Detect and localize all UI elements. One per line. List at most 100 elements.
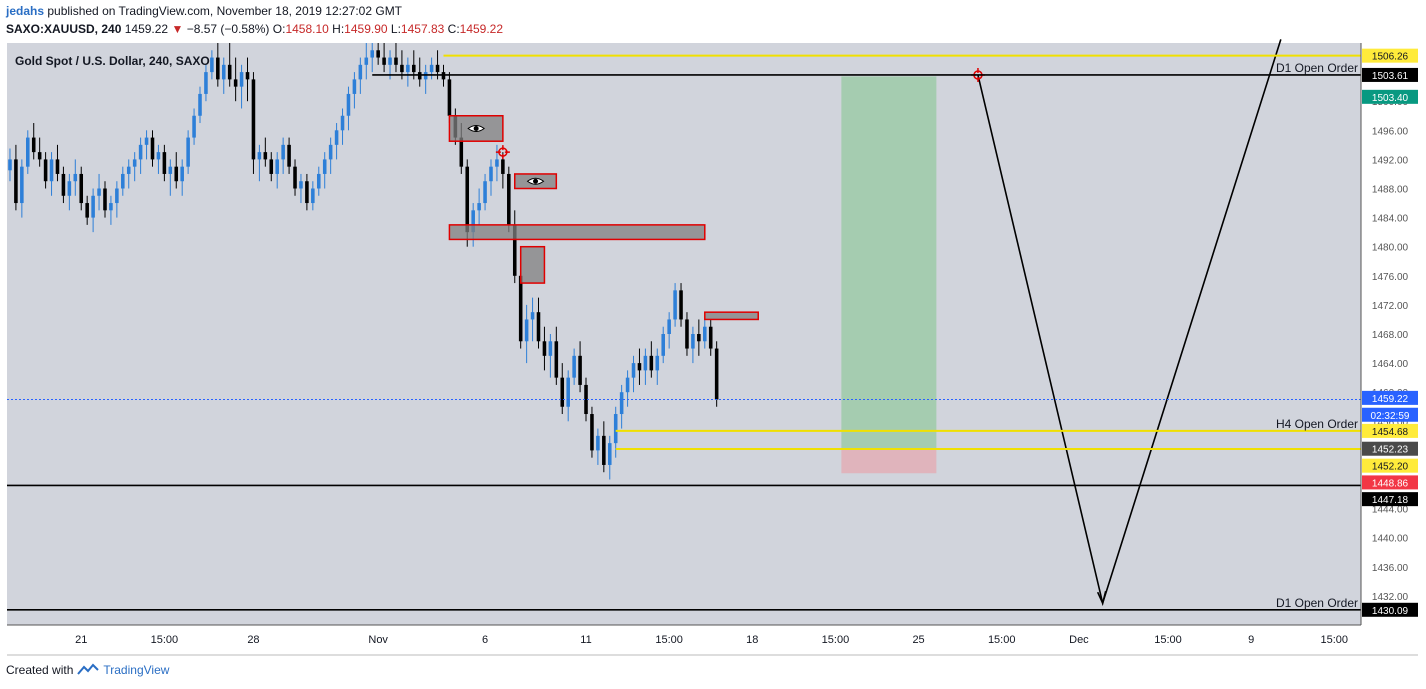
candle-body [305,181,309,204]
plot-area[interactable] [7,43,1361,625]
candle-body [263,152,268,160]
candle-body [649,355,654,371]
candle-body [714,348,719,400]
x-tick-label: 15:00 [151,634,179,646]
eye-icon [467,124,485,132]
candle-body [542,341,547,356]
candle-body [655,355,660,371]
candle-body [382,57,386,65]
candle-body [703,326,707,342]
candle-body [370,50,375,58]
candle-body [20,166,24,204]
low-value: 1457.83 [400,22,445,36]
y-tick-label: 1492.00 [1372,155,1409,166]
candle-body [85,203,89,218]
price-tag [1362,458,1418,473]
price-tag-label: 1452.20 [1372,462,1409,473]
x-tick-label: 15:00 [988,634,1016,646]
candle-body [55,159,60,174]
candle-body [572,355,576,378]
candle-body [311,188,315,204]
price-tag-label: 1503.61 [1372,71,1409,82]
x-tick-label: Nov [368,634,388,646]
candle-body [121,173,125,189]
candle-body [162,152,167,174]
x-tick-label: 15:00 [1154,634,1182,646]
time-axis-ticks: 21 15:00 28 Nov 6 11 15:00 18 15:00 25 15:00 Dec 15:… [75,634,1348,646]
candle-body [322,159,327,174]
x-tick-label: 28 [247,634,259,646]
candle-body [447,79,452,116]
candle-body [287,144,291,167]
y-tick-label: 1496.00 [1372,126,1409,137]
brand-link[interactable]: TradingView [103,663,170,677]
candle-body [394,57,398,65]
price-axis[interactable] [1361,43,1418,625]
candle-body [376,50,380,58]
candle-body [602,435,606,465]
publish-info: jedahs published on TradingView.com, Nov… [6,4,402,18]
y-tick-label: 1464.00 [1372,359,1409,370]
candle-body [483,181,487,204]
y-tick-label: 1432.00 [1372,592,1409,603]
candle-body [566,377,570,407]
candle-body [233,79,238,87]
author-name[interactable]: jedahs [6,4,45,18]
candle-body [31,137,36,153]
candle-body [507,173,511,225]
candle-body [216,57,220,80]
candle-body [358,64,363,80]
price-tag [1362,407,1418,422]
price-tag-label: 1448.86 [1372,478,1409,489]
price-tag-label: 1452.23 [1372,445,1409,456]
x-tick-label: 6 [482,634,488,646]
candle-body [8,159,12,171]
y-tick-label: 1468.00 [1372,330,1409,341]
candle-body [524,319,529,342]
candle-body [613,414,618,444]
x-tick-label: 15:00 [655,634,683,646]
x-tick-label: 25 [912,634,924,646]
candle-body [607,443,612,465]
candle-body [198,93,202,116]
candle-body [406,64,410,73]
price-tag-label: 1430.09 [1372,606,1409,617]
price-tag-label: 1503.40 [1372,93,1409,104]
supply-zone-box [704,311,759,321]
open-value: 1458.10 [285,22,329,36]
candle-body [441,72,446,80]
candle-body [138,144,143,160]
y-tick-label: 1440.00 [1372,534,1409,545]
position-layer [841,76,937,474]
price-tag [1362,475,1418,490]
level-label: D1 Open Order [1276,61,1358,75]
candles-layer [8,43,719,480]
time-axis[interactable] [7,625,1361,655]
price-tag-label: 1454.68 [1372,427,1409,438]
candle-body [417,72,422,80]
candle-body [578,355,582,385]
x-tick-label: 21 [75,634,87,646]
candle-body [316,173,321,189]
created-with-label: Created with [6,663,74,677]
x-tick-label: 15:00 [822,634,850,646]
candle-body [435,64,440,73]
candle-body [560,377,565,407]
candle-body [501,159,505,174]
candle-body [489,166,493,182]
published-text: published on TradingView.com, November 1… [47,4,403,18]
level-label: D1 Open Order [1276,596,1358,610]
candle-body [691,334,695,349]
candle-body [150,137,155,160]
projection-arrowhead [1096,590,1107,606]
y-tick-label: 1436.00 [1372,563,1409,574]
candle-body [79,173,84,204]
candle-body [340,115,345,131]
level-label: H4 Open Order [1276,417,1358,431]
candle-body [269,159,274,174]
candle-body [518,275,523,342]
candle-body [631,363,636,378]
high-label: H: [332,22,345,36]
candle-body [346,93,351,116]
